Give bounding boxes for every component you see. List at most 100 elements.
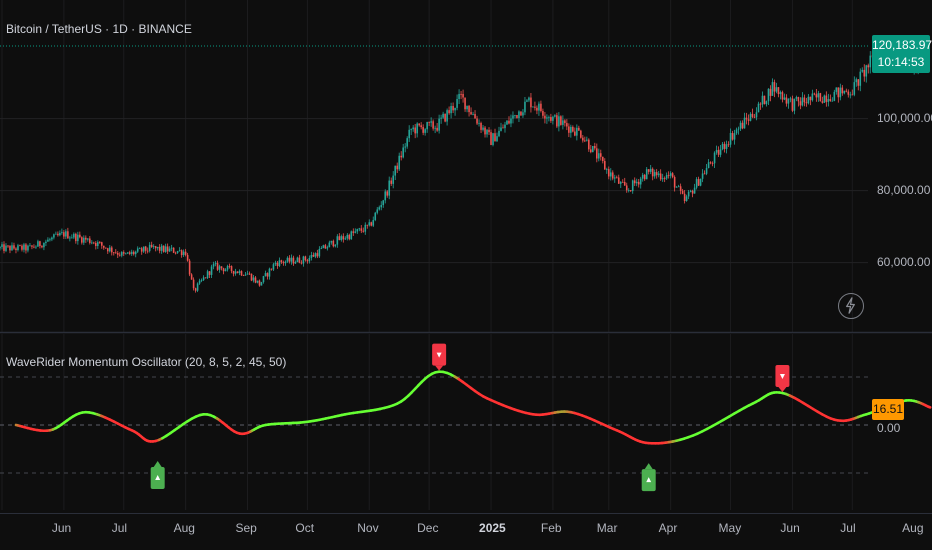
candle-body bbox=[605, 169, 608, 170]
candle-body bbox=[23, 244, 25, 250]
candle-body bbox=[342, 236, 345, 240]
candle-body bbox=[635, 181, 638, 184]
candle-body bbox=[665, 175, 668, 179]
candle-body bbox=[787, 98, 790, 104]
candle-body bbox=[236, 271, 239, 274]
candle-body bbox=[621, 181, 624, 183]
x-tick-label: Dec bbox=[417, 521, 439, 535]
candle-body bbox=[843, 90, 846, 94]
candle-body bbox=[142, 246, 145, 252]
candle-body bbox=[508, 120, 510, 124]
candle-body bbox=[41, 246, 43, 248]
candle-body bbox=[570, 126, 572, 133]
candle-body bbox=[11, 245, 13, 251]
candle-body bbox=[204, 277, 207, 279]
candle-body bbox=[761, 95, 764, 105]
candle-body bbox=[124, 253, 127, 255]
candle-body bbox=[402, 147, 404, 158]
candle-body bbox=[731, 132, 734, 140]
candle-body bbox=[825, 95, 828, 102]
candle-body bbox=[126, 252, 129, 254]
candle-body bbox=[637, 181, 640, 185]
candle-body bbox=[422, 127, 424, 133]
candle-body bbox=[29, 245, 31, 247]
x-tick-label: Apr bbox=[658, 521, 678, 535]
candle-body bbox=[332, 240, 335, 247]
candle-body bbox=[823, 95, 826, 103]
candle-body bbox=[859, 71, 862, 86]
candle-body bbox=[865, 65, 868, 77]
candle-body bbox=[520, 111, 522, 116]
candle-body bbox=[0, 247, 1, 249]
candle-body bbox=[466, 105, 468, 110]
grid-layer bbox=[0, 0, 932, 514]
sell-signal-pointer bbox=[435, 365, 444, 371]
candle-body bbox=[829, 99, 832, 101]
candle-body bbox=[598, 153, 600, 159]
candle-body bbox=[516, 115, 518, 119]
candle-body bbox=[743, 117, 746, 129]
candle-body bbox=[815, 94, 818, 98]
candle-body bbox=[699, 178, 702, 186]
candle-body bbox=[639, 178, 642, 185]
candle-body bbox=[759, 103, 762, 105]
candle-body bbox=[314, 253, 317, 257]
candle-body bbox=[340, 236, 343, 241]
candle-body bbox=[51, 237, 53, 240]
candle-body bbox=[81, 237, 83, 243]
candle-body bbox=[172, 247, 175, 253]
candle-body bbox=[793, 98, 796, 111]
candle-body bbox=[100, 242, 103, 246]
x-tick-label: Jun bbox=[51, 521, 72, 535]
candle-body bbox=[358, 228, 361, 230]
candle-body bbox=[725, 144, 728, 149]
indicator-title[interactable]: WaveRider Momentum Oscillator (20, 8, 5,… bbox=[6, 355, 287, 369]
candle-body bbox=[65, 231, 67, 237]
candle-body bbox=[416, 123, 418, 134]
candle-body bbox=[697, 179, 700, 186]
candle-body bbox=[180, 250, 183, 256]
candle-body bbox=[446, 110, 448, 122]
candle-body bbox=[390, 180, 393, 184]
candle-body bbox=[61, 232, 63, 234]
lightning-icon[interactable] bbox=[838, 293, 864, 319]
candle-body bbox=[689, 190, 692, 192]
candle-body bbox=[294, 262, 297, 264]
candle-body bbox=[833, 91, 836, 101]
x-tick-label: Nov bbox=[357, 521, 379, 535]
x-tick-label: May bbox=[718, 521, 742, 535]
candle-body bbox=[69, 237, 71, 239]
candle-body bbox=[212, 264, 215, 267]
candle-body bbox=[104, 247, 107, 249]
candle-body bbox=[254, 277, 257, 283]
candle-body bbox=[438, 118, 440, 131]
candle-body bbox=[813, 93, 816, 95]
candle-body bbox=[226, 266, 229, 270]
candle-body bbox=[350, 231, 353, 240]
last-price-tag: 120,183.97 10:14:53 bbox=[872, 35, 932, 73]
candle-body bbox=[362, 230, 365, 232]
candle-body bbox=[611, 172, 614, 179]
candle-body bbox=[733, 133, 736, 140]
candle-body bbox=[45, 241, 47, 244]
candle-body bbox=[476, 118, 478, 124]
candle-body bbox=[206, 271, 209, 279]
candle-body bbox=[130, 251, 133, 254]
symbol-title[interactable]: Bitcoin / TetherUS · 1D · BINANCE bbox=[6, 22, 192, 36]
candle-body bbox=[202, 277, 205, 281]
candle-body bbox=[432, 121, 434, 129]
candle-body bbox=[675, 186, 678, 188]
sell-signal-pointer bbox=[778, 387, 787, 392]
candle-body bbox=[492, 133, 494, 145]
candle-body bbox=[560, 116, 562, 125]
candle-body bbox=[542, 110, 544, 116]
candle-body bbox=[574, 131, 576, 136]
candle-body bbox=[286, 257, 289, 262]
candle-body bbox=[803, 97, 806, 103]
candle-body bbox=[777, 87, 780, 95]
candle-body bbox=[751, 113, 754, 117]
candle-body bbox=[691, 190, 694, 194]
candle-body bbox=[374, 212, 377, 221]
candle-body bbox=[478, 122, 480, 124]
